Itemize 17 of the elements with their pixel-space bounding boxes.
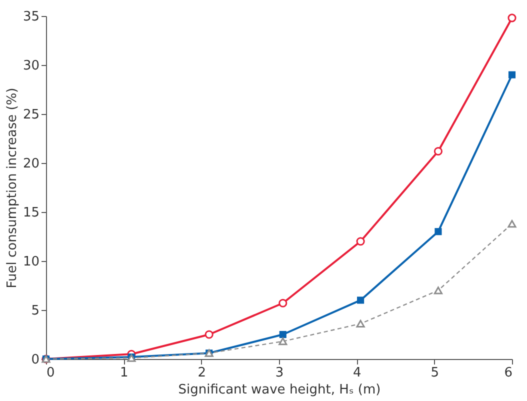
y-tick-label: 25 [22,108,40,122]
y-tick-label: 35 [22,10,40,24]
y-tick-label: 20 [22,156,40,172]
y-tick-label: 0 [31,352,40,368]
x-tick-label: 1 [120,366,128,380]
x-tick-label: 2 [198,366,206,380]
y-tick-label: 15 [22,206,40,220]
y-tick-label: 10 [22,254,40,270]
x-tick-label: 6 [504,366,512,380]
y-tick-label: 5 [31,304,40,318]
x-tick-label: 0 [46,366,55,380]
x-tick-label: 3 [275,366,284,380]
x-tick-label: 4 [353,366,362,380]
y-tick-label: 30 [22,58,40,74]
x-axis-title: Significant wave height, Hₛ (m) [178,382,381,398]
x-tick-label: 5 [430,366,439,380]
y-axis-title: Fuel consumption increase (%) [4,88,20,288]
